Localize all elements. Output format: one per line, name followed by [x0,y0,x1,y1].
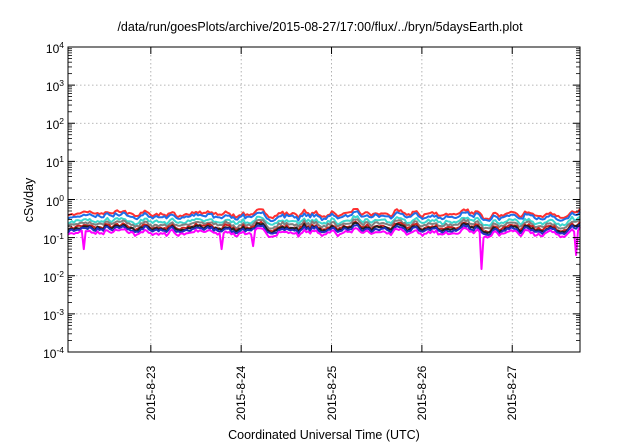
tick-marks [68,46,580,353]
series-group [67,208,581,270]
x-tick-label: 2015-8-23 [143,365,158,421]
x-tick-label: 2015-8-26 [414,365,429,421]
series-line [67,208,581,221]
x-axis-label: Coordinated Universal Time (UTC) [228,428,420,442]
series-line [67,210,581,223]
y-tick-label: 104 [45,40,64,56]
y-tick-label: 103 [45,78,64,95]
series-line [67,226,581,270]
y-axis-label: cSv/day [22,177,36,223]
x-tick-label: 2015-8-25 [324,365,339,421]
y-tick-label: 10-4 [43,345,64,361]
x-tick-label: 2015-8-24 [234,365,249,421]
x-tick-label: 2015-8-27 [505,365,520,421]
chart-title: /data/run/goesPlots/archive/2015-08-27/1… [117,20,523,34]
grid [68,47,580,352]
series-line [67,215,581,227]
y-tick-label: 100 [45,192,64,209]
y-tick-label: 10-1 [43,230,64,247]
series-line [67,221,581,235]
series-line [67,223,581,236]
y-tick-label: 102 [45,116,64,133]
y-tick-label: 101 [45,154,64,171]
y-tick-label: 10-3 [43,306,64,323]
y-tick-label: 10-2 [43,268,64,285]
series-line [67,218,581,230]
